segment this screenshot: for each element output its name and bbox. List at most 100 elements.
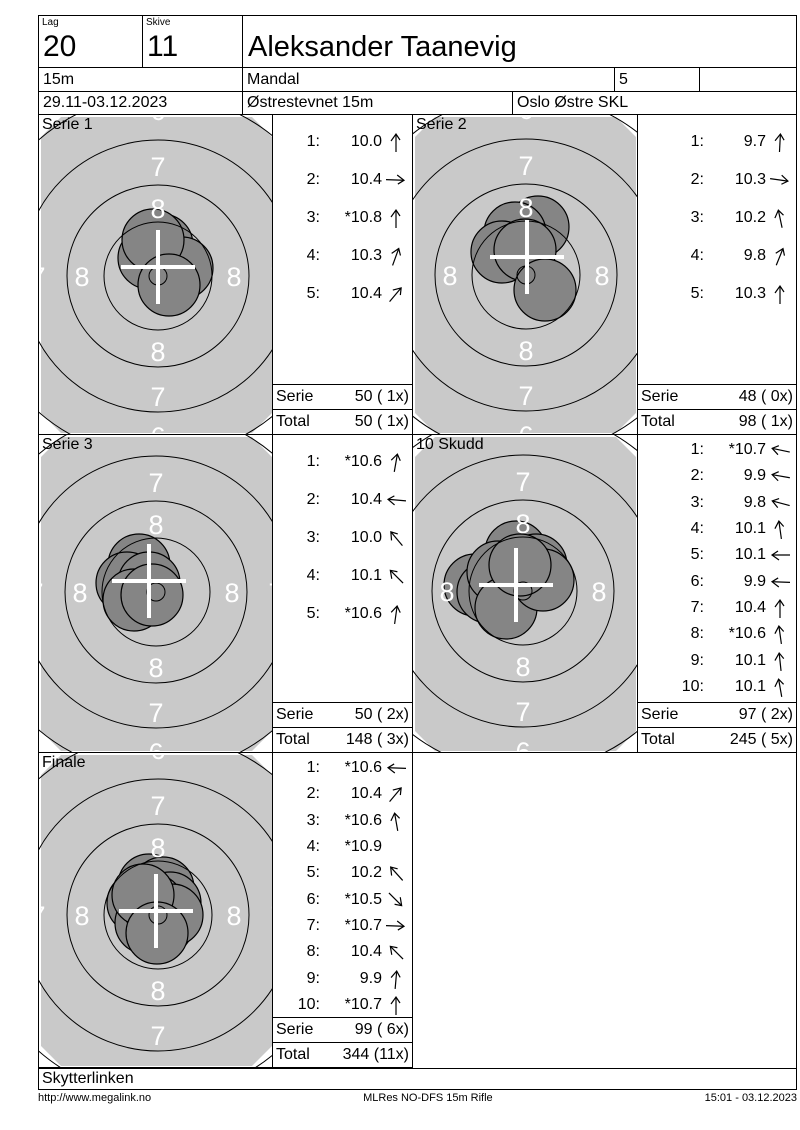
arrow-head bbox=[390, 605, 401, 613]
arrow-head bbox=[774, 677, 785, 687]
arrow-head bbox=[774, 651, 785, 661]
ring-label: 8 bbox=[226, 262, 241, 292]
ring-label: 6 bbox=[148, 435, 163, 442]
total-label: Total bbox=[276, 731, 310, 748]
footer-program: MLRes NO-DFS 15m Rifle bbox=[363, 1092, 493, 1104]
ring-circle bbox=[64, 500, 248, 684]
ring-label: 7 bbox=[518, 381, 533, 411]
target-graphic: 7888876677 bbox=[39, 115, 272, 435]
arrow-head bbox=[774, 132, 785, 142]
arrow-shaft bbox=[773, 474, 790, 479]
shot-direction bbox=[766, 650, 794, 672]
panel-title: Serie 2 bbox=[416, 116, 467, 133]
total-value: 245 ( 5x) bbox=[729, 731, 793, 748]
arrow-head bbox=[771, 445, 780, 456]
shot-direction bbox=[766, 597, 794, 619]
arrow-head bbox=[389, 569, 398, 579]
arrow-shaft bbox=[394, 813, 399, 831]
shot-row: 1: 10.0 bbox=[273, 123, 412, 161]
shot-value: 10.1 bbox=[350, 567, 382, 584]
shot-value: *10.6 bbox=[728, 625, 766, 643]
shot-number: 7: bbox=[690, 598, 704, 616]
shot-value: 9.9 bbox=[743, 467, 766, 485]
ring-label: 6 bbox=[150, 1061, 165, 1068]
shot-value: 10.4 bbox=[734, 598, 766, 616]
total-score-row: Total 148 ( 3x) bbox=[273, 728, 413, 753]
serie-score-row: Serie 97 ( 2x) bbox=[638, 703, 797, 728]
arrow-shaft bbox=[392, 249, 399, 266]
ring-label: 7 bbox=[39, 901, 46, 931]
direction-arrow-icon bbox=[389, 945, 404, 960]
direction-arrow-icon bbox=[774, 598, 785, 618]
arrow-shaft bbox=[385, 179, 404, 181]
ring-label: 8 bbox=[74, 262, 89, 292]
arrow-head bbox=[386, 763, 396, 774]
ring-circle bbox=[39, 455, 272, 729]
arrow-head bbox=[770, 577, 780, 588]
shot-number: 2: bbox=[690, 171, 704, 188]
shot-direction bbox=[766, 207, 794, 229]
direction-arrow-icon bbox=[771, 471, 790, 482]
arrow-head bbox=[775, 247, 786, 256]
shot-row: 4: *10.9 bbox=[273, 834, 412, 860]
arrow-head bbox=[389, 866, 398, 876]
shot-number: 5: bbox=[306, 864, 320, 882]
direction-arrow-icon bbox=[770, 174, 789, 185]
shot-number: 5: bbox=[306, 605, 320, 622]
shot-value: 9.9 bbox=[359, 969, 382, 987]
shot-direction bbox=[766, 245, 794, 267]
panel-title: 10 Skudd bbox=[416, 436, 484, 453]
arrow-head bbox=[390, 453, 401, 461]
table-right-border bbox=[796, 753, 797, 1068]
club-cell: Mandal bbox=[243, 68, 615, 92]
target-graphic: 7888876677 bbox=[39, 753, 273, 1068]
lag-value: 20 bbox=[43, 30, 77, 63]
shot-row: 9: 10.1 bbox=[638, 647, 796, 673]
shot-number: 9: bbox=[690, 651, 704, 669]
shot-value: 10.1 bbox=[734, 677, 766, 695]
target-serie-2: 7888876677Serie 2 bbox=[413, 115, 638, 435]
shot-direction bbox=[382, 968, 410, 990]
empty-cell bbox=[700, 68, 797, 92]
ring-label: 7 bbox=[268, 578, 273, 608]
serie-value: 50 ( 1x) bbox=[354, 388, 409, 405]
shot-row: 2: 9.9 bbox=[638, 463, 796, 489]
ring-label: 7 bbox=[413, 261, 414, 291]
shot-row: 10: *10.7 bbox=[273, 992, 412, 1017]
shot-value: 10.3 bbox=[734, 285, 766, 302]
shot-direction bbox=[382, 915, 410, 937]
shot-direction bbox=[766, 439, 794, 461]
ring-circle bbox=[103, 860, 213, 970]
shot-hole bbox=[488, 533, 552, 597]
ring-label: 8 bbox=[594, 261, 609, 291]
ring-label: 8 bbox=[150, 833, 165, 863]
shot-row: 3: *10.8 bbox=[273, 199, 412, 237]
shot-number: 5: bbox=[306, 285, 320, 302]
total-score-row: Total 344 (11x) bbox=[273, 1043, 413, 1068]
arrow-head bbox=[390, 531, 398, 541]
shotlist-serie-3: 1: *10.6 2: 10.4 3: 10.0 4: 10.1 5: *10.6 Serie 50 … bbox=[273, 435, 413, 753]
arrow-head bbox=[396, 174, 406, 185]
ring-label: 7 bbox=[270, 901, 273, 931]
shot-number: 4: bbox=[306, 247, 320, 264]
ring-circle bbox=[101, 537, 211, 647]
direction-arrow-icon bbox=[386, 495, 407, 506]
shot-value: *10.6 bbox=[344, 453, 382, 470]
total-label: Total bbox=[276, 413, 310, 430]
total-value: 148 ( 3x) bbox=[345, 731, 409, 748]
shot-row: 5: 10.1 bbox=[638, 542, 796, 568]
arrow-shaft bbox=[394, 971, 398, 989]
ring-label: 6 bbox=[150, 753, 165, 765]
shot-row: 10: 10.1 bbox=[638, 674, 796, 700]
shot-number: 2: bbox=[306, 785, 320, 803]
shot-direction bbox=[382, 245, 410, 267]
serie-score-row: Serie 99 ( 6x) bbox=[273, 1018, 413, 1043]
arrow-head bbox=[774, 284, 785, 294]
direction-arrow-icon bbox=[771, 445, 790, 456]
shot-number: 4: bbox=[306, 567, 320, 584]
shot-value: *10.7 bbox=[728, 441, 766, 459]
ring-label: 6 bbox=[150, 422, 165, 435]
shot-row: 6: *10.5 bbox=[273, 886, 412, 912]
shot-number: 1: bbox=[306, 133, 320, 150]
shot-row: 5: *10.6 bbox=[273, 595, 412, 633]
